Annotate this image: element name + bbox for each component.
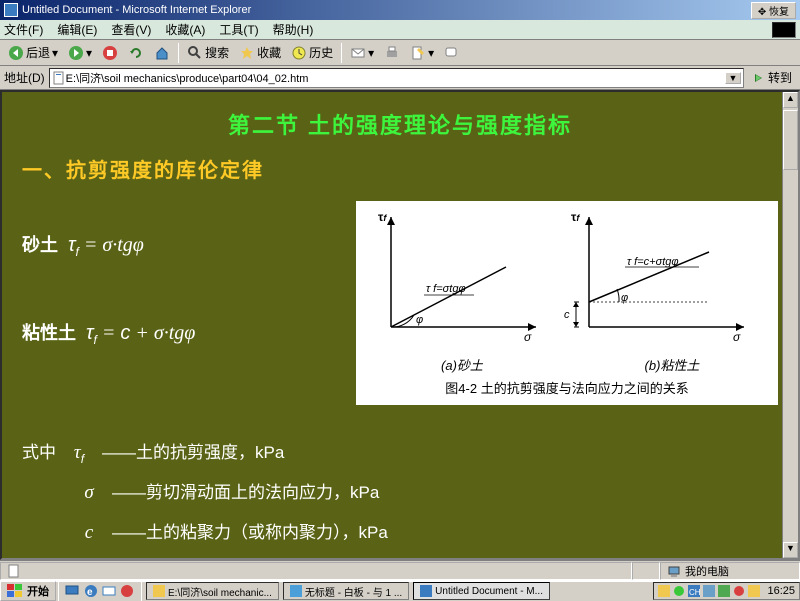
taskbar-item[interactable]: E:\同济\soil mechanic... — [146, 582, 279, 600]
menu-favorites[interactable]: 收藏(A) — [165, 21, 205, 38]
svg-text:φ: φ — [621, 292, 628, 304]
star-icon — [239, 45, 255, 61]
back-icon — [8, 45, 24, 61]
statusbar: 我的电脑 — [0, 560, 800, 580]
svg-text:e: e — [87, 587, 93, 598]
go-button[interactable]: 转到 — [748, 69, 796, 86]
refresh-icon — [128, 45, 144, 61]
sand-formula: 砂土 τf = σ·tgφ — [22, 231, 332, 259]
graph-a-sand: φ τ f=σtgφ τf σ — [366, 207, 541, 347]
window-title: Untitled Document - Microsoft Internet E… — [22, 4, 751, 16]
home-button[interactable] — [150, 43, 174, 63]
scroll-down-icon[interactable]: ▼ — [783, 542, 798, 558]
tray-icon-5[interactable] — [718, 585, 730, 597]
stop-button[interactable] — [98, 43, 122, 63]
red-ql-icon[interactable] — [119, 583, 135, 599]
oe-ql-icon[interactable] — [101, 583, 117, 599]
graph-b-clay: φ τ f=c+σtgφ τf σ c — [559, 207, 749, 347]
menu-help[interactable]: 帮助(H) — [273, 21, 314, 38]
toolbar: 后退 ▾ ▾ 搜索 收藏 历史 ▾ ▾ — [0, 40, 800, 66]
tray-icon-2[interactable] — [673, 585, 685, 597]
svg-text:τ f=σtgφ: τ f=σtgφ — [426, 283, 466, 295]
search-icon — [187, 45, 203, 61]
tray-icon-1[interactable] — [658, 585, 670, 597]
taskbar: 开始 e E:\同济\soil mechanic...无标题 - 白板 - 与 … — [0, 580, 800, 600]
edit-button[interactable]: ▾ — [406, 43, 438, 63]
refresh-button[interactable] — [124, 43, 148, 63]
page-icon — [52, 71, 66, 85]
menu-file[interactable]: 文件(F) — [4, 21, 43, 38]
content-viewport: 第二节 土的强度理论与强度指标 一、抗剪强度的库伦定律 砂土 τf = σ·tg… — [0, 90, 800, 560]
address-text: E:\同济\soil mechanics\produce\part04\04_0… — [66, 70, 725, 86]
svg-text:τf: τf — [378, 210, 387, 224]
fig-a-label: (a)砂土 — [366, 355, 558, 374]
status-cell-2 — [632, 562, 660, 580]
status-message — [0, 562, 632, 580]
restore-button[interactable]: ✥ 恢复 — [751, 2, 796, 19]
scroll-thumb[interactable] — [783, 110, 798, 170]
stop-icon — [102, 45, 118, 61]
ie-ql-icon[interactable]: e — [83, 583, 99, 599]
start-button[interactable]: 开始 — [0, 581, 56, 601]
system-tray: CH 16:25 — [653, 582, 800, 600]
fig-b-label: (b)粘性土 — [576, 355, 768, 374]
window-titlebar: Untitled Document - Microsoft Internet E… — [0, 0, 800, 20]
forward-button[interactable]: ▾ — [64, 43, 96, 63]
discuss-button[interactable] — [440, 43, 464, 63]
mail-button[interactable]: ▾ — [346, 43, 378, 63]
forward-icon — [68, 45, 84, 61]
section-title: 第二节 土的强度理论与强度指标 — [22, 108, 778, 140]
search-button[interactable]: 搜索 — [183, 42, 233, 63]
ie-throbber — [772, 22, 796, 38]
address-input[interactable]: E:\同济\soil mechanics\produce\part04\04_0… — [49, 68, 744, 88]
ie-icon — [4, 3, 18, 17]
mail-icon — [350, 45, 366, 61]
vertical-scrollbar[interactable]: ▲ ▼ — [782, 92, 798, 558]
menubar: 文件(F) 编辑(E) 查看(V) 收藏(A) 工具(T) 帮助(H) — [0, 20, 800, 40]
home-icon — [154, 45, 170, 61]
svg-text:φ: φ — [416, 314, 423, 326]
print-icon — [384, 45, 400, 61]
menu-edit[interactable]: 编辑(E) — [57, 21, 97, 38]
go-icon — [752, 71, 766, 85]
menu-tools[interactable]: 工具(T) — [219, 21, 258, 38]
tray-icon-3[interactable]: CH — [688, 585, 700, 597]
taskbar-item[interactable]: Untitled Document - M... — [413, 582, 550, 600]
print-button[interactable] — [380, 43, 404, 63]
taskbar-item[interactable]: 无标题 - 白板 - 与 1 ... — [283, 582, 409, 600]
subsection-heading: 一、抗剪强度的库伦定律 — [22, 154, 778, 183]
svg-text:τ f=c+σtgφ: τ f=c+σtgφ — [627, 256, 679, 268]
back-button[interactable]: 后退 ▾ — [4, 42, 62, 63]
history-icon — [291, 45, 307, 61]
clay-formula: 粘性土 τf = c + σ·tgφ — [22, 319, 332, 347]
tray-icon-6[interactable] — [733, 585, 745, 597]
edit-icon — [410, 45, 426, 61]
favorites-button[interactable]: 收藏 — [235, 42, 285, 63]
definitions: 式中τf——土的抗剪强度，kPa σ——剪切滑动面上的法向应力，kPa c——土… — [22, 433, 778, 553]
computer-icon — [667, 564, 681, 578]
svg-text:c: c — [564, 309, 570, 321]
windows-icon — [7, 584, 23, 598]
status-zone: 我的电脑 — [660, 562, 800, 580]
tray-icon-4[interactable] — [703, 585, 715, 597]
desktop-icon[interactable] — [65, 583, 81, 599]
taskbar-clock[interactable]: 16:25 — [767, 585, 795, 597]
page-done-icon — [7, 564, 21, 578]
scroll-up-icon[interactable]: ▲ — [783, 92, 798, 108]
svg-text:CH: CH — [689, 588, 700, 597]
svg-text:σ: σ — [733, 330, 741, 344]
address-label: 地址(D) — [4, 69, 45, 86]
menu-view[interactable]: 查看(V) — [111, 21, 151, 38]
quicklaunch: e — [65, 583, 135, 599]
svg-text:τf: τf — [571, 210, 580, 224]
discuss-icon — [444, 45, 460, 61]
svg-text:σ: σ — [524, 330, 532, 344]
figure-caption: 图4-2 土的抗剪强度与法向应力之间的关系 — [366, 378, 768, 397]
tray-icon-7[interactable] — [748, 585, 760, 597]
figure-4-2: φ τ f=σtgφ τf σ φ — [356, 201, 778, 405]
history-button[interactable]: 历史 — [287, 42, 337, 63]
addressbar: 地址(D) E:\同济\soil mechanics\produce\part0… — [0, 66, 800, 90]
address-dropdown-icon[interactable]: ▼ — [725, 72, 741, 84]
